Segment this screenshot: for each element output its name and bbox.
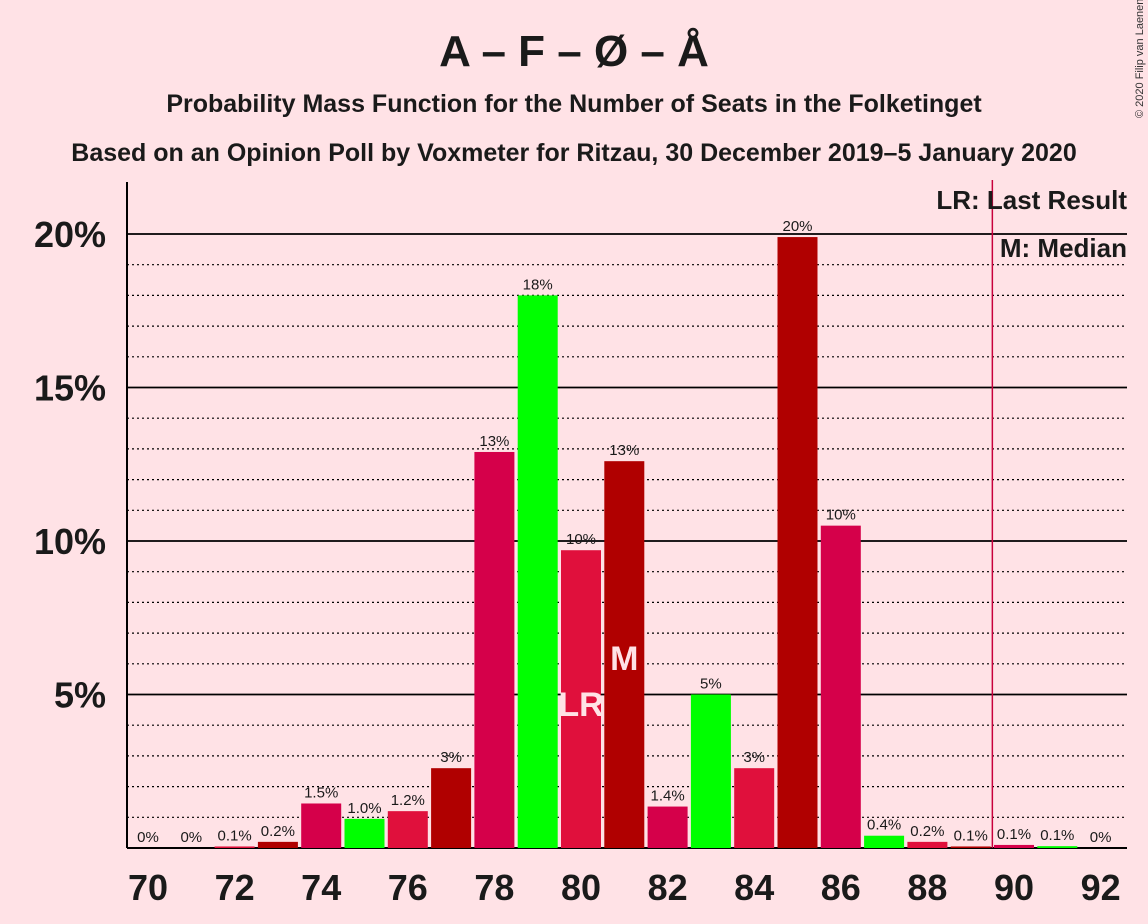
x-tick-label: 92 [1081, 867, 1121, 908]
data-label: 10% [826, 507, 856, 524]
bar-seats-79 [517, 295, 558, 848]
bar-seats-73 [257, 841, 298, 848]
bar-seats-85 [777, 237, 818, 848]
data-label: 20% [782, 218, 812, 235]
bar-seats-77 [431, 768, 472, 848]
data-label: 1.0% [347, 800, 381, 817]
data-label: 0.1% [997, 826, 1031, 843]
data-label: 1.2% [391, 792, 425, 809]
x-tick-label: 72 [215, 867, 255, 908]
bar-seats-88 [907, 841, 948, 848]
data-label: 0.4% [867, 817, 901, 834]
data-label: 0% [180, 829, 202, 846]
bar-seats-89 [950, 846, 991, 848]
data-label: 0% [1090, 829, 1112, 846]
bar-seats-87 [864, 835, 905, 848]
x-tick-label: 84 [734, 867, 774, 908]
bars: 0% 0% 0.1% 0.2% 1.5% 1.0% 1.2% 3% 13% 18% 10% LR 13%… [137, 218, 1111, 848]
data-label: 1.4% [650, 788, 684, 805]
chart-subtitle-poll: Based on an Opinion Poll by Voxmeter for… [71, 139, 1076, 167]
data-label: 0.1% [217, 827, 251, 844]
y-tick-label: 5% [54, 675, 106, 716]
data-label: 1.5% [304, 784, 338, 801]
data-label: 0.2% [910, 823, 944, 840]
data-label: 0.1% [1040, 827, 1074, 844]
x-tick-label: 90 [994, 867, 1034, 908]
bar-seats-83 [690, 694, 731, 848]
bar-seats-86 [820, 525, 861, 848]
median-marker: M [610, 640, 638, 678]
data-label: 13% [479, 433, 509, 450]
bar-seats-72 [214, 846, 255, 848]
bar-seats-81 [604, 461, 645, 848]
bar-seats-75 [344, 818, 385, 848]
x-tick-label: 80 [561, 867, 601, 908]
data-label: 10% [566, 531, 596, 548]
bar-seats-74 [301, 803, 342, 848]
data-label: 3% [743, 749, 765, 766]
x-tick-label: 74 [301, 867, 341, 908]
data-label: 0% [137, 829, 159, 846]
data-label: 0.2% [261, 823, 295, 840]
x-tick-label: 76 [388, 867, 428, 908]
x-tick-label: 82 [648, 867, 688, 908]
x-tick-label: 70 [128, 867, 168, 908]
y-tick-label: 15% [34, 368, 106, 409]
bar-seats-80 [561, 550, 601, 848]
y-tick-label: 20% [34, 214, 106, 255]
x-tick-label: 88 [907, 867, 947, 908]
legend-median: M: Median [1000, 233, 1127, 263]
copyright-text: © 2020 Filip van Laenen [1134, 0, 1146, 118]
x-tick-label: 86 [821, 867, 861, 908]
bar-seats-84 [734, 768, 775, 848]
last-result-marker: LR [558, 686, 603, 724]
legend-last-result: LR: Last Result [936, 185, 1127, 215]
data-label: 13% [609, 442, 639, 459]
bar-seats-91 [1037, 846, 1078, 848]
bar-seats-82 [647, 806, 688, 848]
data-label: 5% [700, 676, 722, 693]
bar-seats-90 [994, 844, 1034, 848]
data-label: 0.1% [954, 827, 988, 844]
bar-seats-78 [474, 451, 515, 848]
data-label: 3% [440, 749, 462, 766]
y-tick-label: 10% [34, 521, 106, 562]
bar-seats-76 [387, 811, 428, 848]
chart-subtitle: Probability Mass Function for the Number… [166, 90, 982, 118]
chart-title: A – F – Ø – Å [439, 27, 709, 76]
x-tick-label: 78 [474, 867, 514, 908]
data-label: 18% [523, 276, 553, 293]
